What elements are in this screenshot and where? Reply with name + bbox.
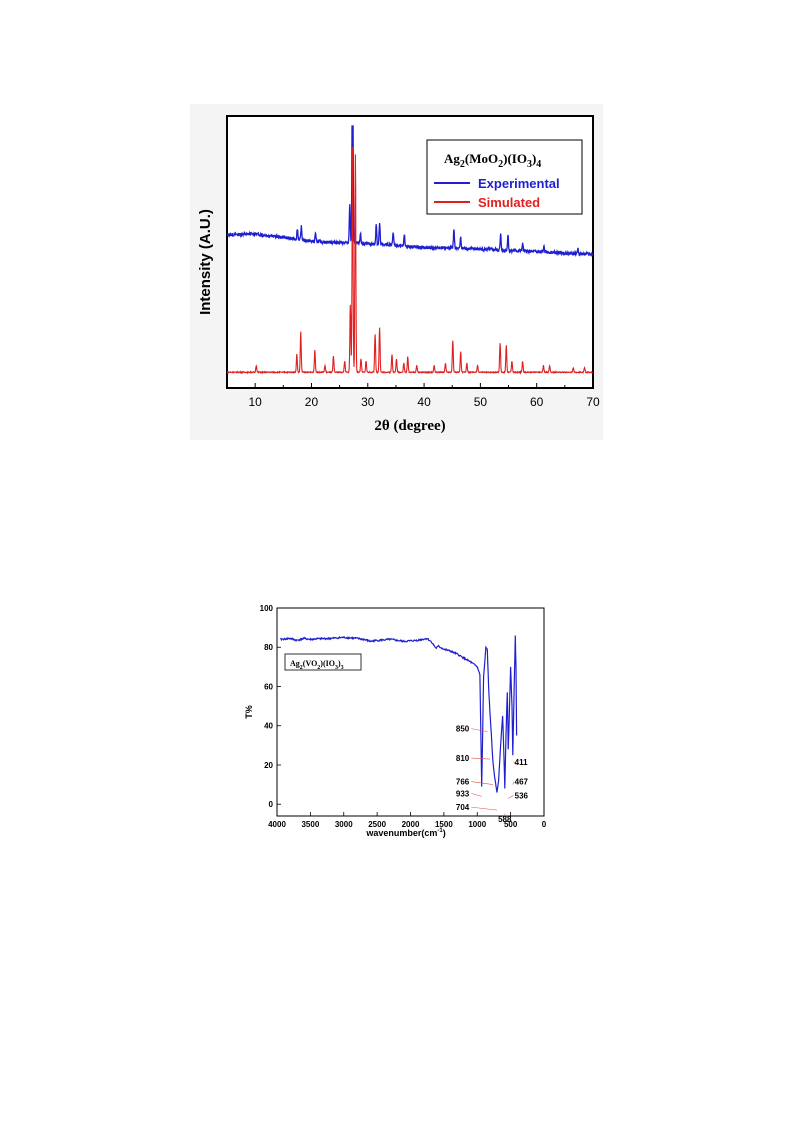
ir-annotation-leader bbox=[513, 761, 517, 766]
ir-x-tick-label: 1000 bbox=[468, 820, 486, 829]
ir-x-tick-label: 500 bbox=[504, 820, 518, 829]
xrd-chart: 10 20 30 40 50 60 70 Ag2(MoO2)(IO3)4 Experimen… bbox=[197, 115, 600, 434]
ir-annotation-label: 588 bbox=[498, 815, 512, 824]
ir-annotation-leader bbox=[512, 781, 514, 785]
ir-annotation-label: 933 bbox=[456, 789, 470, 798]
xrd-legend-label-simulated: Simulated bbox=[478, 195, 540, 210]
ir-y-tick-label: 100 bbox=[260, 604, 274, 613]
ir-y-tick-label: 80 bbox=[264, 643, 273, 652]
ir-x-tick-label: 4000 bbox=[268, 820, 286, 829]
ir-figure: 850 810 766 933 704 588 536 467 411 4000 3500 3000… bbox=[244, 596, 560, 842]
ir-x-tick-label: 1500 bbox=[435, 820, 453, 829]
ir-y-tick-label: 20 bbox=[264, 761, 273, 770]
ir-annotation-leader bbox=[508, 795, 514, 799]
xrd-legend-title: Ag2(MoO2)(IO3)4 bbox=[444, 151, 541, 170]
xrd-x-axis-label: 2θ (degree) bbox=[374, 418, 445, 434]
ir-x-tick-label: 2000 bbox=[402, 820, 420, 829]
ir-plot-area bbox=[276, 607, 545, 817]
xrd-y-axis-label: Intensity (A.U.) bbox=[197, 209, 214, 315]
ir-y-tick-label: 0 bbox=[269, 800, 274, 809]
ir-x-tick-label: 2500 bbox=[368, 820, 386, 829]
xrd-x-tick-label: 50 bbox=[474, 395, 488, 409]
xrd-figure: 10 20 30 40 50 60 70 Ag2(MoO2)(IO3)4 Experimen… bbox=[190, 104, 603, 440]
ir-annotation-label: 850 bbox=[456, 725, 470, 734]
xrd-series-simulated bbox=[226, 146, 594, 375]
ir-x-tick-label: 3000 bbox=[335, 820, 353, 829]
ir-legend-box bbox=[284, 653, 362, 671]
xrd-x-tick-label: 40 bbox=[417, 395, 431, 409]
ir-annotation-leader bbox=[471, 728, 488, 732]
ir-annotation-label: 704 bbox=[456, 803, 470, 812]
xrd-x-tick-label: 70 bbox=[586, 395, 600, 409]
xrd-x-tick-label: 60 bbox=[530, 395, 544, 409]
ir-y-tick-label: 60 bbox=[264, 682, 273, 691]
xrd-legend-label-experimental: Experimental bbox=[478, 176, 560, 191]
ir-annotation-label: 467 bbox=[515, 778, 529, 787]
ir-annotation-leader bbox=[471, 781, 493, 785]
ir-annotation-label: 810 bbox=[456, 754, 470, 763]
ir-annotation-label: 536 bbox=[515, 791, 529, 800]
ir-series-line bbox=[280, 635, 518, 793]
ir-x-tick-label: 3500 bbox=[301, 820, 319, 829]
ir-annotation-leader bbox=[471, 757, 490, 760]
ir-x-axis-label: wavenumber(cm-1) bbox=[365, 828, 445, 838]
ir-annotation-leader bbox=[471, 806, 498, 811]
ir-legend-title: Ag2(VO2)(IO3)3 bbox=[290, 659, 344, 671]
xrd-x-tick-label: 30 bbox=[361, 395, 375, 409]
ir-y-tick-label: 40 bbox=[264, 722, 273, 731]
ir-annotation-label: 766 bbox=[456, 778, 470, 787]
ir-annotation-label: 411 bbox=[515, 758, 528, 767]
ir-y-axis-label: T% bbox=[244, 705, 254, 719]
ir-x-tick-label: 0 bbox=[542, 820, 547, 829]
ir-annotation-leader bbox=[471, 793, 482, 797]
xrd-x-tick-label: 10 bbox=[248, 395, 262, 409]
xrd-series-experimental bbox=[226, 125, 594, 258]
xrd-x-tick-label: 20 bbox=[305, 395, 319, 409]
